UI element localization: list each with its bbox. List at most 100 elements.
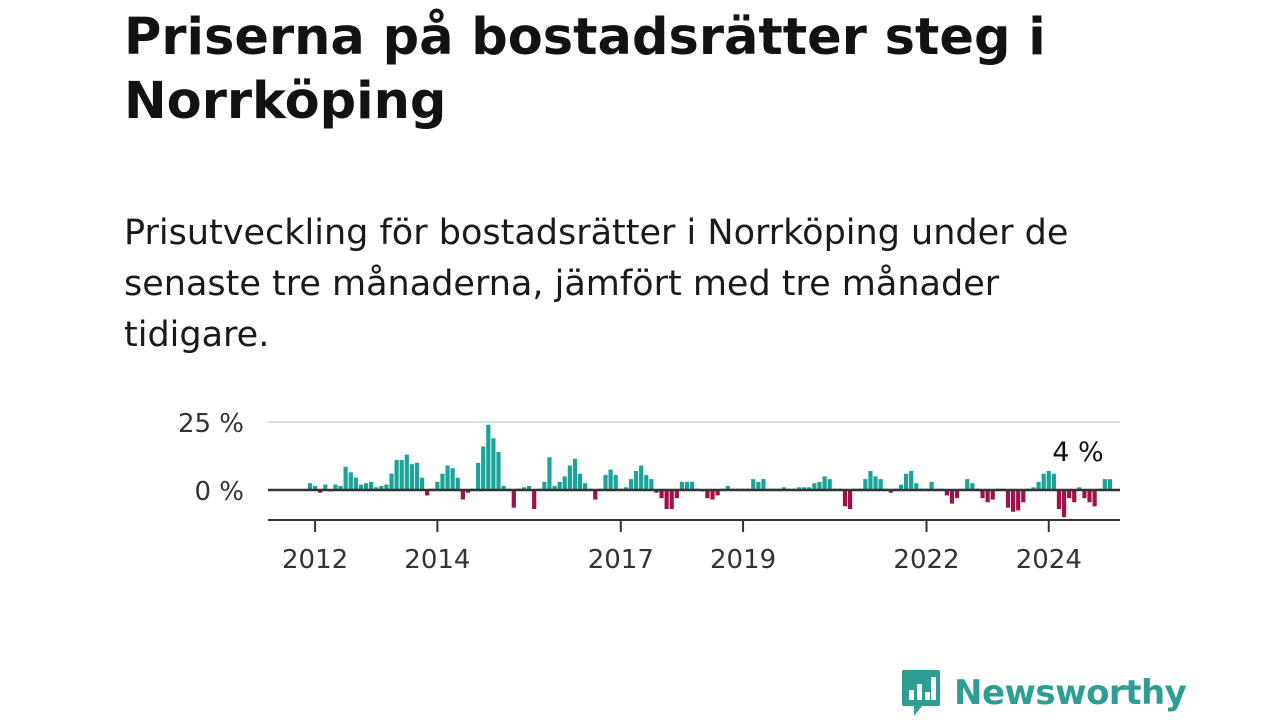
latest-value-annotation: 4 %: [1052, 437, 1103, 468]
bar: [949, 490, 955, 504]
bar: [593, 490, 598, 500]
bar: [542, 481, 547, 490]
bar: [898, 484, 904, 490]
bar: [781, 487, 786, 490]
bar: [608, 469, 613, 490]
bar: [1082, 490, 1087, 499]
bar: [990, 490, 995, 500]
bar: [888, 490, 893, 493]
bar: [1046, 470, 1051, 490]
bar: [1051, 473, 1056, 490]
bar: [526, 485, 532, 490]
bar: [623, 487, 628, 490]
bar: [486, 424, 491, 490]
bar: [572, 458, 578, 490]
bar: [980, 490, 985, 499]
bar: [639, 465, 644, 490]
bar: [1011, 490, 1016, 512]
bar: [404, 454, 409, 490]
bar: [873, 476, 878, 490]
bar-chart-speech-bubble-icon: [902, 670, 940, 716]
bar: [374, 487, 379, 490]
x-tick-label: 2017: [588, 545, 654, 575]
bar: [323, 484, 328, 490]
bar: [970, 483, 975, 490]
bar: [1041, 473, 1046, 490]
bar: [929, 481, 934, 490]
bar: [628, 479, 634, 490]
bar: [363, 483, 369, 490]
bar: [985, 490, 990, 503]
bar: [1056, 490, 1062, 510]
y-tick-label: 25 %: [178, 409, 244, 439]
bar: [491, 438, 496, 490]
bar: [705, 490, 710, 499]
bar: [343, 466, 348, 490]
bar: [1077, 487, 1082, 490]
bar: [751, 479, 756, 490]
bar: [954, 490, 960, 499]
bar: [440, 473, 445, 490]
bar: [914, 483, 919, 490]
bar: [384, 484, 389, 490]
bar: [583, 483, 588, 490]
bar: [909, 470, 914, 490]
bar: [1036, 481, 1041, 490]
bar: [674, 490, 679, 499]
x-tick-label: 2014: [404, 545, 470, 575]
bar: [1061, 490, 1067, 518]
x-tick-label: 2022: [893, 545, 959, 575]
bar: [669, 490, 674, 510]
bar: [394, 460, 399, 490]
bar: [333, 484, 338, 490]
brand-name: Newsworthy: [954, 673, 1187, 713]
bar: [603, 475, 608, 490]
bar: [690, 481, 695, 490]
bar: [802, 487, 807, 490]
bar: [521, 487, 527, 490]
bar: [496, 451, 501, 490]
bar: [435, 481, 440, 490]
x-tick-label: 2019: [710, 545, 776, 575]
bar: [547, 457, 552, 490]
bar: [425, 490, 430, 496]
bar: [445, 465, 450, 490]
bar: [868, 470, 873, 490]
bar: [389, 473, 394, 490]
bar: [1087, 490, 1092, 503]
y-tick-label: 0 %: [194, 477, 244, 507]
bar: [369, 481, 374, 490]
bar: [419, 477, 425, 490]
bar: [501, 485, 506, 490]
bar: [1005, 490, 1011, 508]
bar: [1107, 479, 1113, 490]
x-tick-label: 2012: [282, 545, 348, 575]
bar: [725, 485, 730, 490]
bar: [684, 481, 690, 490]
tick-labels: 25 % 0 % 2012 2014 2017 2019 2022 2024 4 %: [178, 409, 1104, 575]
bar: [797, 487, 802, 490]
bar: [567, 465, 572, 490]
bar: [847, 490, 853, 510]
bar: [715, 490, 720, 496]
bar: [465, 490, 471, 493]
bar: [511, 490, 516, 508]
bar: [307, 483, 313, 490]
chart-title: Priserna på bostadsrätter steg i Norrköp…: [124, 8, 1046, 131]
chart-subtitle: Prisutveckling för bostadsrätter i Norrk…: [124, 213, 1069, 355]
bar: [878, 479, 883, 490]
bar: [460, 490, 465, 500]
bar: [649, 479, 654, 490]
axes: [268, 488, 1120, 532]
bar: [613, 475, 618, 490]
bar: [1021, 490, 1026, 503]
bar: [654, 490, 659, 493]
bar: [756, 481, 761, 490]
bar: [577, 473, 583, 490]
bar: [455, 477, 460, 490]
bar: [1016, 490, 1021, 511]
bar: [379, 485, 384, 490]
bar: [710, 490, 715, 500]
bar: [807, 487, 812, 490]
bar: [644, 475, 649, 490]
